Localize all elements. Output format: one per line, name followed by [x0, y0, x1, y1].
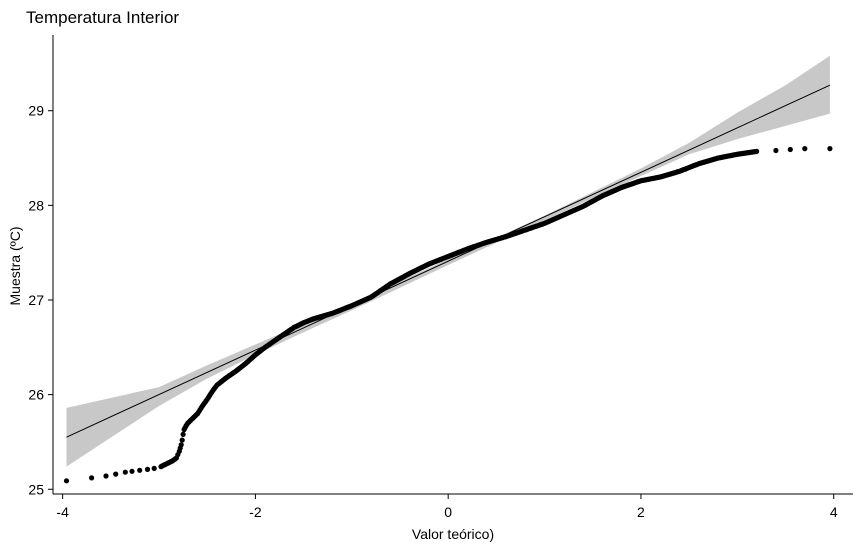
y-tick-label: 27	[28, 292, 44, 308]
chart-title: Temperatura Interior	[26, 8, 179, 27]
data-point	[773, 147, 779, 154]
x-axis-title: Valor teórico)	[412, 526, 494, 542]
data-point	[787, 146, 793, 153]
x-tick-label: 2	[637, 504, 645, 520]
data-point	[137, 467, 143, 473]
reference-line	[66, 84, 831, 438]
plot-area	[63, 55, 833, 484]
x-tick-label: 4	[830, 504, 838, 520]
y-tick-label: 26	[28, 387, 44, 403]
data-point	[89, 475, 95, 481]
data-point	[103, 473, 109, 479]
y-tick-label: 29	[28, 103, 44, 119]
data-point	[179, 437, 185, 443]
y-axis-title: Muestra (ºC)	[7, 226, 23, 305]
data-point	[63, 478, 70, 484]
x-tick-label: -2	[249, 504, 262, 520]
data-point	[122, 469, 128, 475]
data-point	[802, 146, 808, 152]
data-point	[754, 148, 760, 154]
data-point	[129, 468, 135, 474]
data-point	[113, 471, 119, 477]
data-point	[151, 465, 157, 471]
x-tick-label: -4	[56, 504, 69, 520]
data-point	[144, 466, 151, 472]
y-tick-label: 25	[28, 481, 44, 497]
x-tick-label: 0	[444, 504, 452, 520]
data-point	[180, 431, 186, 437]
data-point	[827, 146, 833, 152]
y-tick-label: 28	[28, 197, 44, 213]
data-point	[178, 442, 184, 448]
